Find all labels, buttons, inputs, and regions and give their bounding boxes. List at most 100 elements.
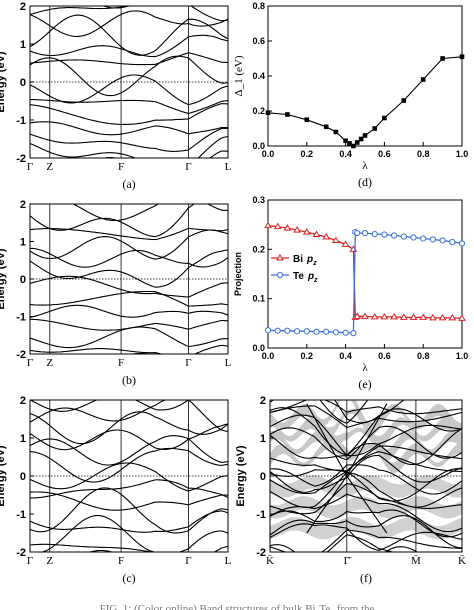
x-tick-label: 0.0 — [262, 149, 275, 159]
band-panel-(b) — [29, 189, 229, 355]
band-line — [270, 482, 462, 515]
y-tick-label: 0.3 — [252, 195, 265, 205]
x-tick-label: 0.2 — [301, 149, 314, 159]
y-tick-label: 0 — [20, 471, 26, 483]
legend-subz: z — [312, 260, 317, 267]
data-point — [459, 54, 465, 60]
data-point — [399, 313, 408, 320]
band-line — [30, 10, 228, 37]
data-point — [420, 77, 426, 82]
data-point — [439, 237, 446, 244]
y-tick-label: 2 — [20, 395, 26, 407]
band-line — [270, 445, 462, 473]
x-tick-label: Z — [46, 555, 53, 567]
data-point — [264, 221, 272, 229]
data-point — [333, 129, 339, 135]
y-tick-label: 1 — [20, 237, 26, 249]
y-tick-label: 0.0 — [252, 141, 265, 151]
x-tick-label: 0.6 — [378, 351, 391, 361]
y-axis-label: Δ_1 (eV) — [233, 55, 245, 96]
plot-frame — [267, 199, 463, 349]
data-point — [362, 133, 368, 138]
x-tick-label: Γ — [27, 161, 33, 173]
panel-caption: (e) — [358, 377, 371, 391]
band-line — [270, 529, 462, 552]
band-line — [30, 304, 228, 318]
y-tick-label: 2 — [260, 395, 266, 407]
y-tick-label: 2 — [20, 199, 26, 211]
band-line — [270, 400, 462, 415]
y-tick-label: 0.2 — [252, 106, 265, 116]
x-tick-label: Γ — [27, 357, 33, 369]
bulk-projection-region — [270, 427, 462, 461]
data-point — [449, 238, 456, 246]
data-point — [264, 327, 272, 334]
band-panel-(a) — [29, 5, 229, 159]
data-point — [420, 235, 427, 242]
x-tick-label: Γ — [185, 555, 191, 567]
band-panel-(f) — [269, 399, 463, 553]
y-tick-label: 0 — [260, 471, 266, 483]
data-point — [343, 138, 348, 144]
data-point — [382, 115, 387, 121]
plot-frame — [267, 5, 463, 147]
data-point — [322, 233, 331, 240]
data-point — [409, 313, 418, 320]
y-tick-label: 0.1 — [252, 294, 265, 304]
data-point — [341, 240, 350, 247]
band-line — [30, 14, 228, 56]
band-line — [319, 400, 369, 424]
band-line — [30, 435, 228, 466]
x-tick-label: Γ̄ — [344, 555, 352, 567]
x-tick-label: F — [118, 161, 124, 173]
x-tick-label: F — [118, 357, 124, 369]
band-lines — [30, 189, 228, 354]
band-line — [30, 227, 228, 241]
band-line — [30, 318, 228, 331]
band-line — [30, 400, 191, 412]
band-panel-(c) — [29, 399, 229, 553]
band-line — [30, 487, 228, 534]
band-line — [30, 326, 228, 349]
data-point — [380, 312, 389, 320]
band-line — [88, 549, 114, 552]
band-line — [30, 514, 228, 552]
y-tick-label: -1 — [16, 509, 26, 521]
band-line — [30, 229, 228, 260]
band-line — [30, 423, 228, 451]
data-point — [410, 234, 417, 241]
data-point — [361, 229, 369, 237]
y-axis-label: Projection — [233, 252, 243, 296]
data-point — [303, 328, 310, 335]
band-line — [30, 6, 228, 22]
band-line — [30, 34, 228, 58]
data-point — [353, 312, 362, 319]
panel-caption: (a) — [122, 177, 135, 191]
legend-marker — [276, 254, 284, 261]
y-tick-label: 1 — [20, 433, 26, 445]
data-point — [302, 228, 311, 235]
data-point — [293, 226, 301, 233]
data-point — [391, 232, 398, 239]
band-line — [30, 189, 228, 201]
data-point — [400, 233, 407, 240]
bulk-projection-region — [270, 517, 462, 540]
data-point — [458, 240, 466, 247]
band-line — [30, 462, 228, 492]
legend-entry: Bi pz — [293, 254, 317, 267]
legend-subz: z — [313, 277, 318, 284]
y-tick-label: 0.0 — [252, 343, 265, 353]
data-point — [429, 313, 437, 321]
x-tick-label: Z — [46, 161, 53, 173]
data-point — [419, 313, 428, 320]
x-tick-label: 0.4 — [339, 149, 352, 159]
band-line — [270, 414, 462, 457]
band-line — [270, 451, 462, 477]
band-lines — [30, 400, 228, 552]
data-point — [313, 328, 320, 335]
band-line — [30, 74, 228, 106]
y-axis-label: Energy (eV) — [0, 248, 7, 309]
data-point — [438, 313, 447, 321]
band-line — [270, 515, 462, 549]
x-tick-label: 0.0 — [262, 351, 275, 361]
